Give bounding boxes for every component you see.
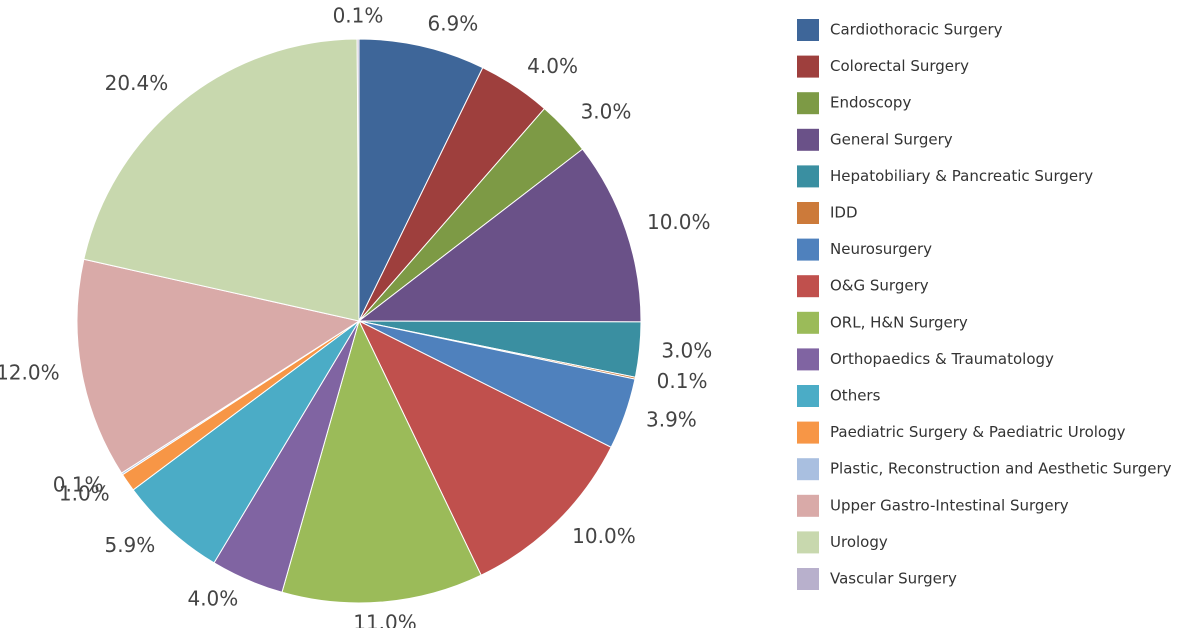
slice-label: 4.0% bbox=[527, 54, 578, 78]
slice-label: 3.0% bbox=[581, 99, 632, 123]
legend-label: IDD bbox=[830, 204, 858, 222]
slice-label: 0.1% bbox=[53, 472, 104, 496]
slice-label: 20.4% bbox=[105, 71, 169, 95]
legend-swatch bbox=[797, 275, 819, 298]
legend-swatch bbox=[797, 238, 819, 261]
legend-label: Colorectal Surgery bbox=[830, 57, 969, 75]
slice-label: 6.9% bbox=[427, 11, 478, 35]
slice-label: 10.0% bbox=[572, 524, 636, 548]
legend-label: Plastic, Reconstruction and Aesthetic Su… bbox=[830, 460, 1172, 478]
slice-label: 0.1% bbox=[333, 4, 384, 28]
slice-label: 3.9% bbox=[646, 408, 697, 432]
legend-label: Neurosurgery bbox=[830, 240, 932, 258]
legend-swatch bbox=[797, 531, 819, 554]
slice-label: 5.9% bbox=[104, 533, 155, 557]
legend-swatch bbox=[797, 202, 819, 224]
legend-label: Cardiothoracic Surgery bbox=[830, 21, 1003, 39]
slice bbox=[357, 148, 642, 323]
legend-swatch bbox=[797, 92, 819, 115]
legend-label: Paediatric Surgery & Paediatric Urology bbox=[830, 423, 1126, 441]
slice-label: 11.0% bbox=[353, 610, 417, 628]
slice-label: 0.1% bbox=[657, 369, 708, 393]
legend-swatch bbox=[797, 458, 819, 481]
slice bbox=[357, 319, 612, 576]
slice-label: 10.0% bbox=[647, 210, 711, 234]
legend-swatch bbox=[797, 165, 819, 188]
legend-swatch bbox=[797, 494, 819, 517]
slice-label: 1.0% bbox=[59, 481, 110, 505]
legend-label: Hepatobiliary & Pancreatic Surgery bbox=[830, 167, 1093, 185]
slice-label: 12.0% bbox=[0, 360, 60, 384]
slice bbox=[76, 258, 361, 474]
slice bbox=[83, 38, 360, 322]
legend-label: Endoscopy bbox=[830, 94, 911, 112]
slice bbox=[356, 38, 360, 322]
legend-swatch bbox=[797, 568, 819, 590]
slice-label: 4.0% bbox=[187, 587, 238, 611]
slice bbox=[281, 319, 482, 604]
legend-swatch bbox=[797, 55, 819, 78]
legend-label: O&G Surgery bbox=[830, 277, 929, 295]
legend-swatch bbox=[797, 311, 819, 334]
legend-label: General Surgery bbox=[830, 130, 953, 148]
legend-label: ORL, H&N Surgery bbox=[830, 313, 968, 331]
legend-label: Upper Gastro-Intestinal Surgery bbox=[830, 496, 1069, 514]
slice-label: 3.0% bbox=[661, 338, 712, 362]
slice bbox=[358, 38, 484, 322]
legend-swatch bbox=[797, 385, 819, 407]
legend-swatch bbox=[797, 128, 819, 151]
legend-label: Others bbox=[830, 387, 881, 405]
legend-swatch bbox=[797, 19, 819, 41]
legend-label: Vascular Surgery bbox=[830, 570, 957, 588]
legend-swatch bbox=[797, 421, 819, 444]
legend-swatch bbox=[797, 348, 819, 371]
legend-label: Orthopaedics & Traumatology bbox=[830, 350, 1054, 368]
legend-label: Urology bbox=[830, 533, 888, 551]
